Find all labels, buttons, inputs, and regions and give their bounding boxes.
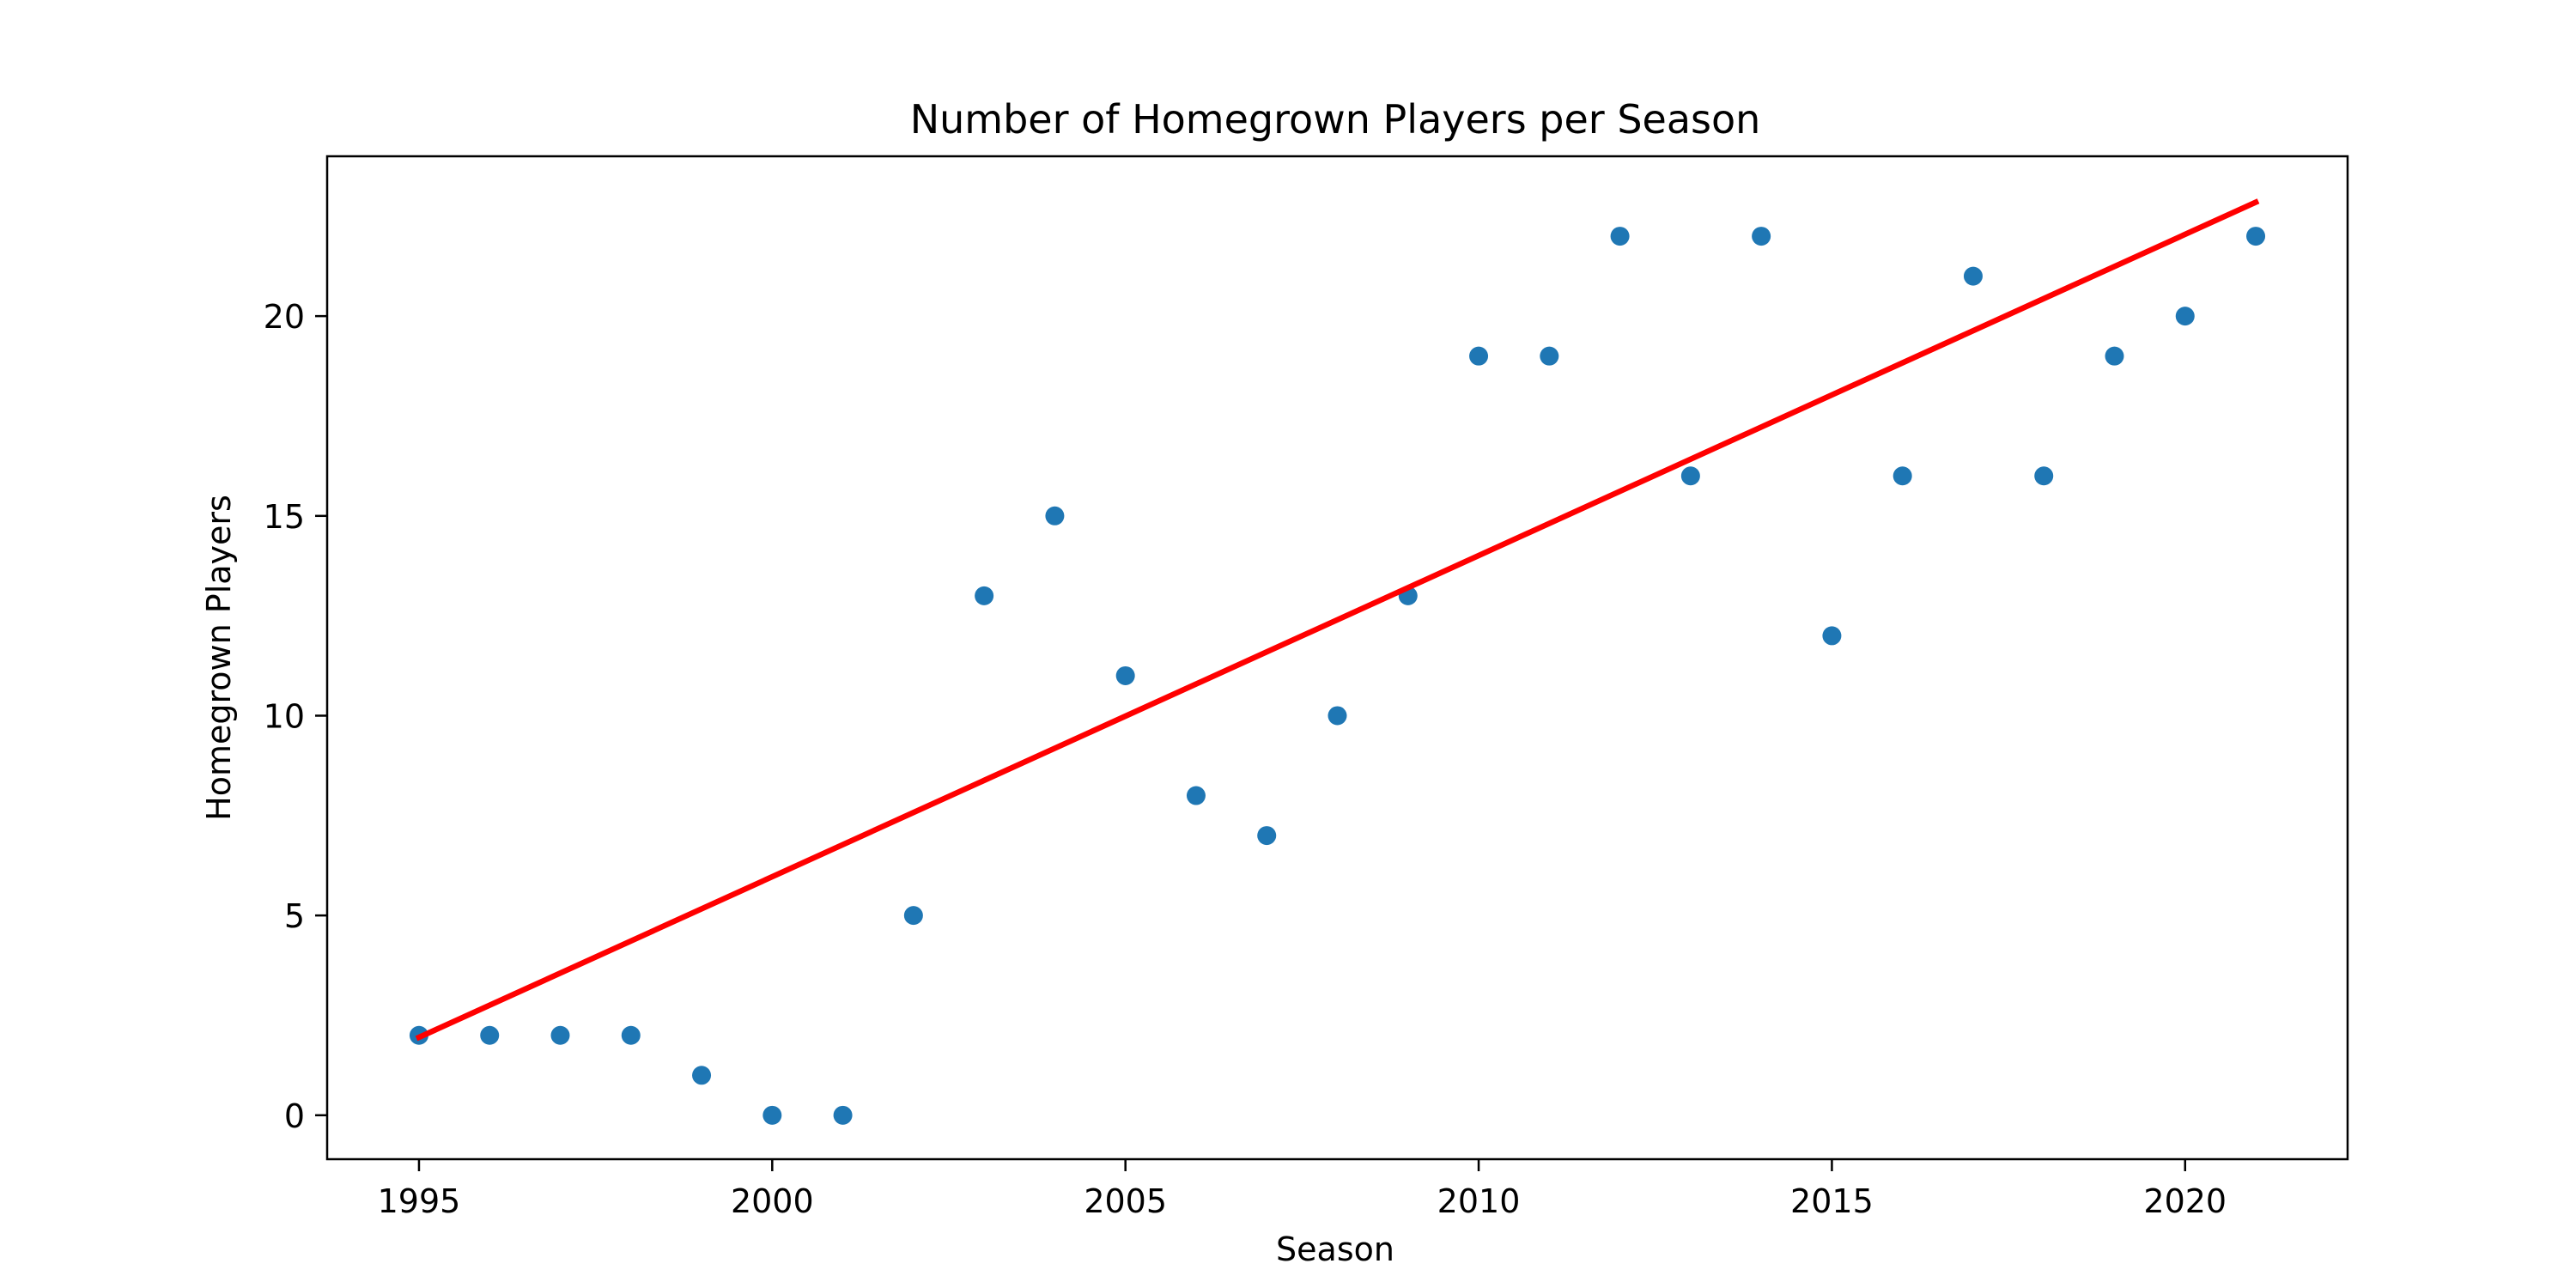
data-point [762,1105,782,1125]
data-point [975,586,994,605]
data-point [480,1025,500,1045]
chart-title: Number of Homegrown Players per Season [910,96,1761,143]
x-tick-label: 1995 [378,1182,461,1220]
y-tick-label: 0 [284,1097,305,1135]
data-point [621,1025,641,1045]
y-axis-ticks: 0 5 10 15 20 [264,298,327,1135]
data-point [1610,227,1630,246]
x-axis-ticks: 1995 2000 2005 2010 2015 2020 [378,1159,2227,1220]
data-point [1893,466,1912,486]
data-point [1469,346,1489,366]
x-tick-label: 2005 [1084,1182,1167,1220]
y-tick-label: 20 [264,298,305,336]
data-point [692,1066,712,1085]
data-point [550,1025,570,1045]
y-axis-title: Homegrown Players [200,495,238,821]
data-point [1680,466,1700,486]
x-tick-label: 2000 [731,1182,814,1220]
data-point [2246,227,2266,246]
data-point [1540,346,1559,366]
data-point [2175,307,2195,326]
y-tick-label: 10 [264,697,305,735]
x-axis-title: Season [1276,1230,1394,1268]
data-point [1752,227,1771,246]
x-tick-label: 2020 [2143,1182,2227,1220]
data-point [833,1105,853,1125]
data-point [903,906,923,926]
data-point [1963,266,1983,286]
x-tick-label: 2015 [1790,1182,1874,1220]
data-point [1186,786,1206,805]
trend-line [415,198,2260,1042]
data-point [2034,466,2054,486]
plot-marks [409,198,2266,1125]
y-tick-label: 5 [284,897,305,935]
data-point [1045,506,1065,526]
data-point [2105,346,2124,366]
data-point [1257,826,1277,846]
plot-frame [325,155,2349,1161]
data-point [1822,626,1842,646]
data-point [1327,706,1347,726]
data-point [1115,665,1135,685]
x-tick-label: 2010 [1437,1182,1521,1220]
y-tick-label: 15 [264,498,305,536]
